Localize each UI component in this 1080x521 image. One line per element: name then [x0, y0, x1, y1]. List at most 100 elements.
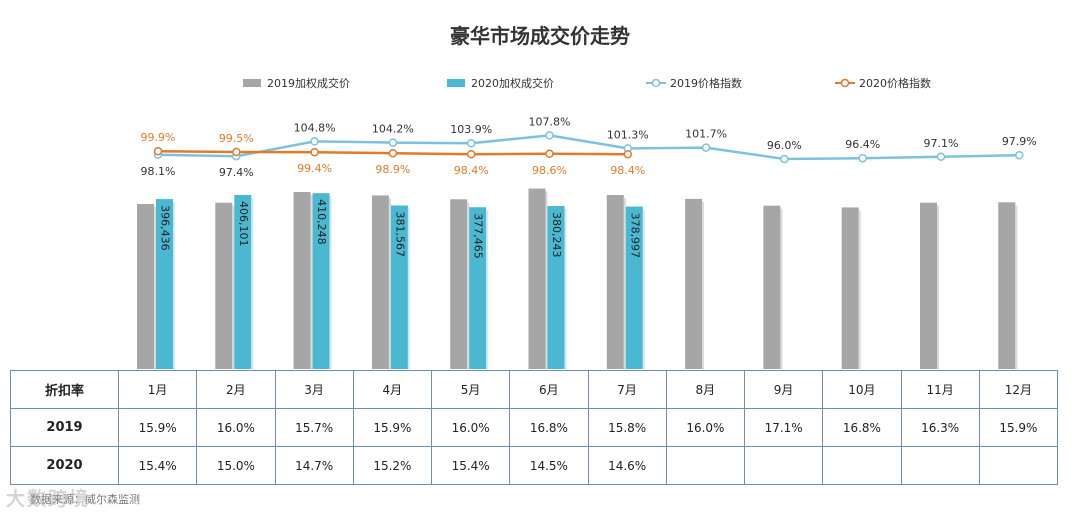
bar-2019-9 [763, 205, 781, 369]
bar-2019-shadow-10 [858, 210, 861, 369]
bar-2020-shadow-3 [329, 196, 332, 369]
rate-2019-5: 16.0% [430, 408, 511, 447]
legend-label-bar2019: 2019加权成交价 [267, 76, 350, 90]
bar-2020-shadow-1 [173, 202, 175, 369]
bar-2019-shadow-4 [388, 198, 391, 369]
bar-2019-5 [450, 199, 468, 369]
label-2019-10: 96.4% [845, 138, 880, 151]
table-month-10: 10月 [822, 370, 902, 409]
bar-2019-6 [528, 188, 546, 369]
rate-2020-9 [743, 446, 824, 485]
chart-title: 豪华市场成交价走势 [450, 24, 630, 48]
point-2020-4 [388, 148, 398, 158]
bar-2019-shadow-8 [702, 201, 705, 369]
point-2019-11 [936, 152, 946, 162]
label-2020-6: 98.6% [532, 164, 567, 177]
rate-2020-2: 15.0% [196, 446, 276, 485]
label-2019-7: 101.3% [607, 128, 649, 141]
bar-2019-shadow-9 [780, 208, 783, 369]
bar-2019-shadow-2 [232, 205, 235, 369]
label-2019-8: 101.7% [685, 128, 727, 141]
data-source-note: 数据来源：威尔森监测 [30, 493, 140, 506]
bar-2020-5 [469, 207, 487, 369]
label-2019-6: 107.8% [529, 115, 571, 128]
bar-2020-label-5: 377,465 [472, 213, 485, 259]
point-2020-1 [153, 146, 163, 156]
bar-2020-shadow-7 [642, 209, 645, 369]
table-month-9: 9月 [743, 370, 824, 409]
table-month-6: 6月 [509, 370, 589, 409]
label-2020-4: 98.9% [375, 163, 410, 176]
legend-label-line2019: 2019价格指数 [670, 76, 742, 90]
bar-2019-8 [685, 198, 703, 369]
label-2019-1: 98.1% [141, 165, 176, 178]
bar-2020-3 [312, 193, 330, 369]
rate-2020-3: 14.7% [274, 446, 354, 485]
rate-2019-10: 16.8% [822, 408, 902, 447]
table-month-12: 12月 [978, 370, 1059, 409]
label-2019-3: 104.8% [294, 121, 336, 134]
point-2019-12 [1015, 150, 1024, 160]
label-2019-4: 104.2% [372, 123, 414, 136]
rate-2019-1: 15.9% [117, 408, 198, 447]
point-2019-6 [545, 131, 554, 140]
rate-2019-7: 15.8% [587, 408, 667, 447]
rate-2020-1: 15.4% [117, 446, 198, 485]
table-month-1: 1月 [117, 370, 198, 409]
discount-rate-table: 折扣率 1月 2月 3月 4月 5月 6月 7月 8月 9月 10月 11月 12月 2019 15.9% 1… [10, 370, 1059, 485]
rate-2019-11: 16.3% [900, 408, 980, 447]
label-2020-5: 98.4% [454, 164, 489, 177]
table-month-11: 11月 [900, 370, 980, 409]
point-2020-6 [545, 149, 554, 159]
point-2019-3 [310, 137, 319, 146]
label-2020-1: 99.9% [141, 131, 176, 144]
bar-2020-label-6: 380,243 [550, 212, 563, 257]
rate-2019-8: 16.0% [665, 408, 746, 447]
rate-2019-12: 15.9% [978, 408, 1059, 447]
point-2019-9 [780, 154, 789, 164]
point-2019-8 [701, 143, 711, 152]
bar-2020-shadow-6 [564, 209, 567, 369]
bar-2019-shadow-5 [467, 202, 470, 369]
rate-2020-12 [978, 446, 1059, 485]
bar-2020-6 [547, 206, 565, 369]
point-2019-4 [388, 138, 398, 147]
rate-2020-6: 14.5% [509, 446, 589, 485]
bar-2019-shadow-1 [154, 207, 156, 369]
bar-2019-shadow-11 [937, 205, 939, 369]
rate-2020-7: 14.6% [587, 446, 667, 485]
bar-2019-3 [293, 192, 311, 369]
point-2020-5 [466, 149, 476, 159]
table-month-2: 2月 [196, 370, 276, 409]
rate-2020-4: 15.2% [352, 446, 433, 485]
bar-2020-1 [156, 199, 173, 369]
table-row-label-2019: 2019 [10, 408, 119, 447]
table-month-7: 7月 [587, 370, 667, 409]
table-month-8: 8月 [665, 370, 746, 409]
legend-swatch-bar2020 [447, 79, 465, 87]
point-2020-3 [310, 147, 319, 157]
bar-2019-shadow-6 [545, 191, 548, 369]
rate-2020-10 [822, 446, 902, 485]
bar-2020-shadow-5 [486, 210, 489, 369]
label-2019-2: 97.4% [219, 166, 254, 179]
rate-2019-2: 16.0% [196, 408, 276, 447]
table-row-label-2020: 2020 [10, 446, 119, 485]
label-2019-12: 97.9% [1002, 135, 1037, 148]
bar-2020-label-7: 378,997 [628, 213, 641, 258]
point-2020-2 [232, 147, 241, 157]
rate-2019-3: 15.7% [274, 408, 354, 447]
bar-2019-1 [137, 204, 154, 369]
bar-2020-label-4: 381,567 [393, 211, 406, 257]
point-2019-5 [466, 138, 476, 148]
label-2020-7: 98.4% [610, 164, 645, 177]
label-2019-9: 96.0% [767, 139, 802, 152]
table-header-row: 折扣率 1月 2月 3月 4月 5月 6月 7月 8月 9月 10月 11月 12月 [10, 370, 1059, 409]
bar-2020-label-2: 406,101 [237, 201, 250, 246]
bar-2019-shadow-3 [310, 195, 313, 369]
table-month-3: 3月 [274, 370, 354, 409]
legend-swatch-bar2019 [243, 79, 261, 87]
bar-2019-shadow-12 [1015, 205, 1018, 369]
bar-2019-11 [920, 202, 937, 369]
table-row-2020: 2020 15.4% 15.0% 14.7% 15.2% 15.4% 14.5% 14.6% [10, 446, 1059, 485]
